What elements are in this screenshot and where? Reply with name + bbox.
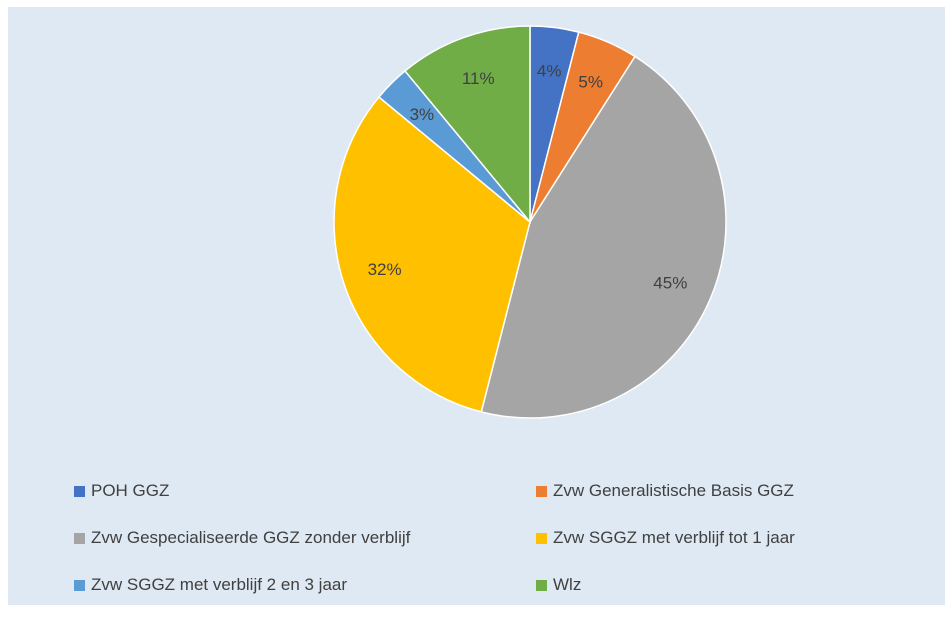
legend-item-poh-ggz: POH GGZ [74, 481, 169, 501]
legend-item-generalistische-basis: Zvw Generalistische Basis GGZ [536, 481, 794, 501]
data-label-wlz: 11% [462, 69, 495, 88]
legend-label: Zvw SGGZ met verblijf tot 1 jaar [553, 528, 795, 547]
legend-item-gespecialiseerde: Zvw Gespecialiseerde GGZ zonder verblijf [74, 528, 410, 548]
legend-item-sggz-2-en-3-jaar: Zvw SGGZ met verblijf 2 en 3 jaar [74, 575, 347, 595]
data-label-generalistische-basis: 5% [578, 73, 603, 92]
legend-label: POH GGZ [91, 481, 170, 500]
pie-slice-gespecialiseerde [480, 55, 727, 419]
pie-slice-sggz-tot-1-jaar [333, 96, 531, 413]
pie-slice-wlz [404, 25, 531, 225]
legend-item-wlz: Wlz [536, 575, 581, 595]
data-label-sggz-tot-1-jaar: 32% [368, 260, 402, 279]
data-label-sggz-2-en-3-jaar: 3% [410, 105, 435, 124]
legend-swatch [536, 532, 547, 544]
legend-item-sggz-tot-1-jaar: Zvw SGGZ met verblijf tot 1 jaar [536, 528, 795, 548]
legend-label: Zvw Generalistische Basis GGZ [553, 481, 794, 500]
data-label-poh-ggz: 4% [537, 61, 562, 80]
legend-label: Zvw SGGZ met verblijf 2 en 3 jaar [91, 575, 348, 594]
legend-swatch [536, 579, 547, 591]
data-label-gespecialiseerde: 45% [653, 274, 687, 293]
legend-swatch [74, 485, 85, 497]
legend-swatch [74, 579, 85, 591]
legend-label: Wlz [553, 575, 582, 594]
pie-chart: 4% 5% 45% 32% 3% 11% [333, 25, 727, 419]
legend-swatch [74, 532, 85, 544]
legend-swatch [536, 485, 547, 497]
chart-area: 4% 5% 45% 32% 3% 11% POH GGZ Zvw Generalistis… [8, 7, 945, 605]
legend-label: Zvw Gespecialiseerde GGZ zonder verblijf [91, 528, 411, 547]
